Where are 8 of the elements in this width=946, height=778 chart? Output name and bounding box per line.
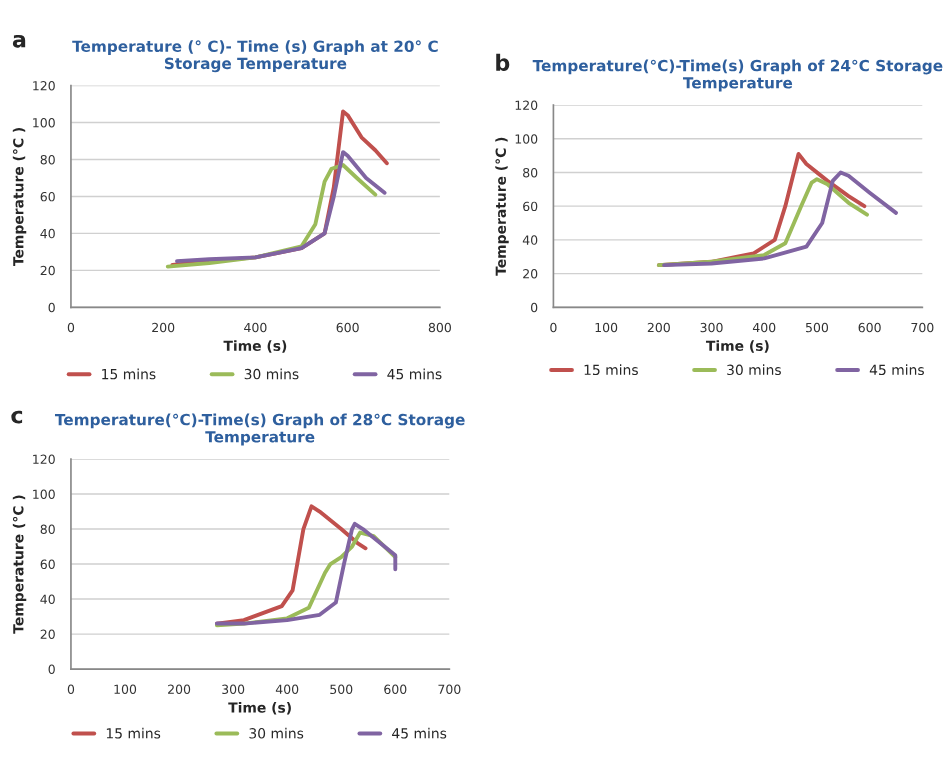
line-series [214,504,368,626]
line-series [165,163,378,269]
text: a [12,34,26,48]
line-series [175,150,387,264]
line-series [662,170,898,268]
text: b [496,53,510,72]
text: c [11,410,23,424]
line-series [656,177,869,268]
